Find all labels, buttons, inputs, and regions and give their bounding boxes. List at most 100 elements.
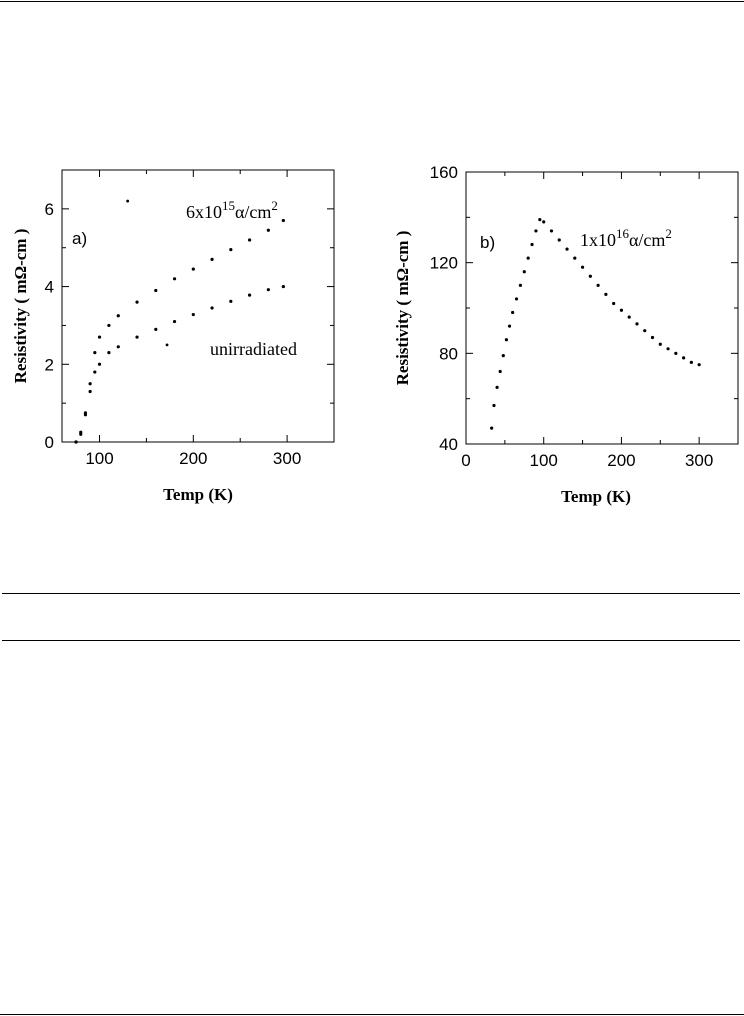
data-point [507, 324, 512, 328]
data-point [97, 335, 102, 339]
y-tick-label: 160 [430, 163, 458, 182]
page-bottom-rule [0, 1014, 744, 1015]
series-label-irradiated: 6x1015α/cm2 [186, 198, 278, 222]
panel-tag-a: a) [72, 229, 87, 248]
data-point [492, 403, 496, 408]
plot-frame [61, 169, 335, 443]
x-ticks: 100 200 300 [85, 170, 335, 468]
data-point [643, 329, 647, 333]
data-point [281, 284, 285, 289]
data-point [658, 342, 662, 346]
x-axis-title: Temp (K) [163, 485, 233, 504]
data-point [501, 354, 505, 358]
data-point [135, 335, 139, 339]
x-tick-label: 100 [85, 449, 113, 468]
data-point [580, 265, 585, 269]
plot-frame [465, 171, 739, 445]
y-axis-title: Resistivity ( mΩ-cm ) [393, 231, 412, 386]
stray-point [126, 199, 130, 203]
y-tick-label: 4 [45, 278, 54, 297]
data-point [542, 220, 546, 224]
data-point [83, 413, 88, 417]
data-point [116, 314, 120, 318]
y-tick-label: 80 [439, 344, 458, 363]
y-tick-label: 40 [439, 435, 458, 454]
x-tick-label: 300 [273, 449, 301, 468]
data-point [650, 335, 655, 340]
x-tick-label: 200 [607, 451, 635, 470]
page-top-rule [0, 1, 744, 2]
data-point [588, 274, 592, 278]
y-ticks: 0 2 4 6 [45, 169, 334, 452]
data-point [619, 308, 624, 312]
stray-point [165, 343, 169, 347]
x-ticks: 0 100 200 300 [461, 172, 739, 470]
y-tick-label: 0 [45, 433, 54, 452]
x-tick-label: 0 [461, 451, 470, 470]
data-point [565, 247, 569, 251]
data-point [573, 256, 577, 260]
data-point [191, 312, 195, 317]
data-point [154, 327, 158, 331]
data-point [229, 299, 233, 303]
data-point [612, 301, 616, 306]
data-point [604, 292, 608, 296]
data-points [490, 218, 701, 430]
y-tick-label: 2 [45, 355, 54, 374]
data-point [596, 283, 600, 287]
x-tick-label: 100 [530, 451, 558, 470]
data-point [281, 218, 285, 223]
data-point [534, 229, 538, 233]
data-point [697, 363, 701, 367]
data-point [518, 283, 522, 287]
data-point [93, 370, 97, 374]
y-axis-title: Resistivity ( mΩ-cm ) [11, 229, 30, 384]
data-point [530, 242, 534, 247]
data-point [682, 356, 686, 360]
data-point [511, 310, 515, 315]
data-point [210, 257, 214, 261]
data-point [504, 338, 509, 342]
y-ticks: 40 80 120 160 [430, 163, 738, 454]
y-tick-label: 6 [45, 200, 54, 219]
data-point [107, 351, 111, 355]
data-point [635, 322, 639, 326]
data-point [247, 238, 252, 242]
data-point [538, 218, 542, 222]
panel-tag-b: b) [480, 233, 495, 252]
data-point [154, 288, 158, 293]
data-point [93, 351, 97, 355]
data-point [266, 288, 270, 292]
chart-a-resistivity-vs-temp: 100 200 300 0 2 4 6 a) 6x1015α/cm2 unirradiat… [11, 169, 335, 504]
data-point [495, 385, 499, 389]
data-point [229, 248, 233, 252]
data-point [79, 432, 83, 436]
data-point [88, 389, 92, 394]
data-point [522, 270, 526, 274]
data-point [107, 323, 111, 328]
data-point [627, 315, 631, 319]
data-point [666, 347, 670, 351]
data-point [191, 267, 195, 271]
y-tick-label: 120 [430, 254, 458, 273]
data-point [116, 345, 120, 349]
caption-bottom-rule [2, 640, 740, 641]
data-point [498, 369, 502, 374]
x-axis-title: Temp (K) [561, 487, 631, 506]
data-point [247, 293, 252, 297]
chart-b-resistivity-vs-temp: 0 100 200 300 40 80 120 160 b) 1x1016α/cm2 Tem… [393, 163, 739, 506]
data-point [549, 229, 554, 233]
caption-top-rule [2, 593, 740, 594]
series-label-irradiated: 1x1016α/cm2 [580, 226, 672, 250]
data-point [526, 256, 530, 260]
data-point [135, 300, 139, 304]
data-point [74, 440, 78, 444]
x-tick-label: 300 [685, 451, 713, 470]
x-tick-label: 200 [179, 449, 207, 468]
data-point [266, 228, 270, 232]
data-point [514, 297, 519, 301]
data-point [674, 351, 678, 355]
data-point [210, 306, 214, 310]
data-point [490, 426, 494, 430]
data-point [689, 360, 693, 364]
